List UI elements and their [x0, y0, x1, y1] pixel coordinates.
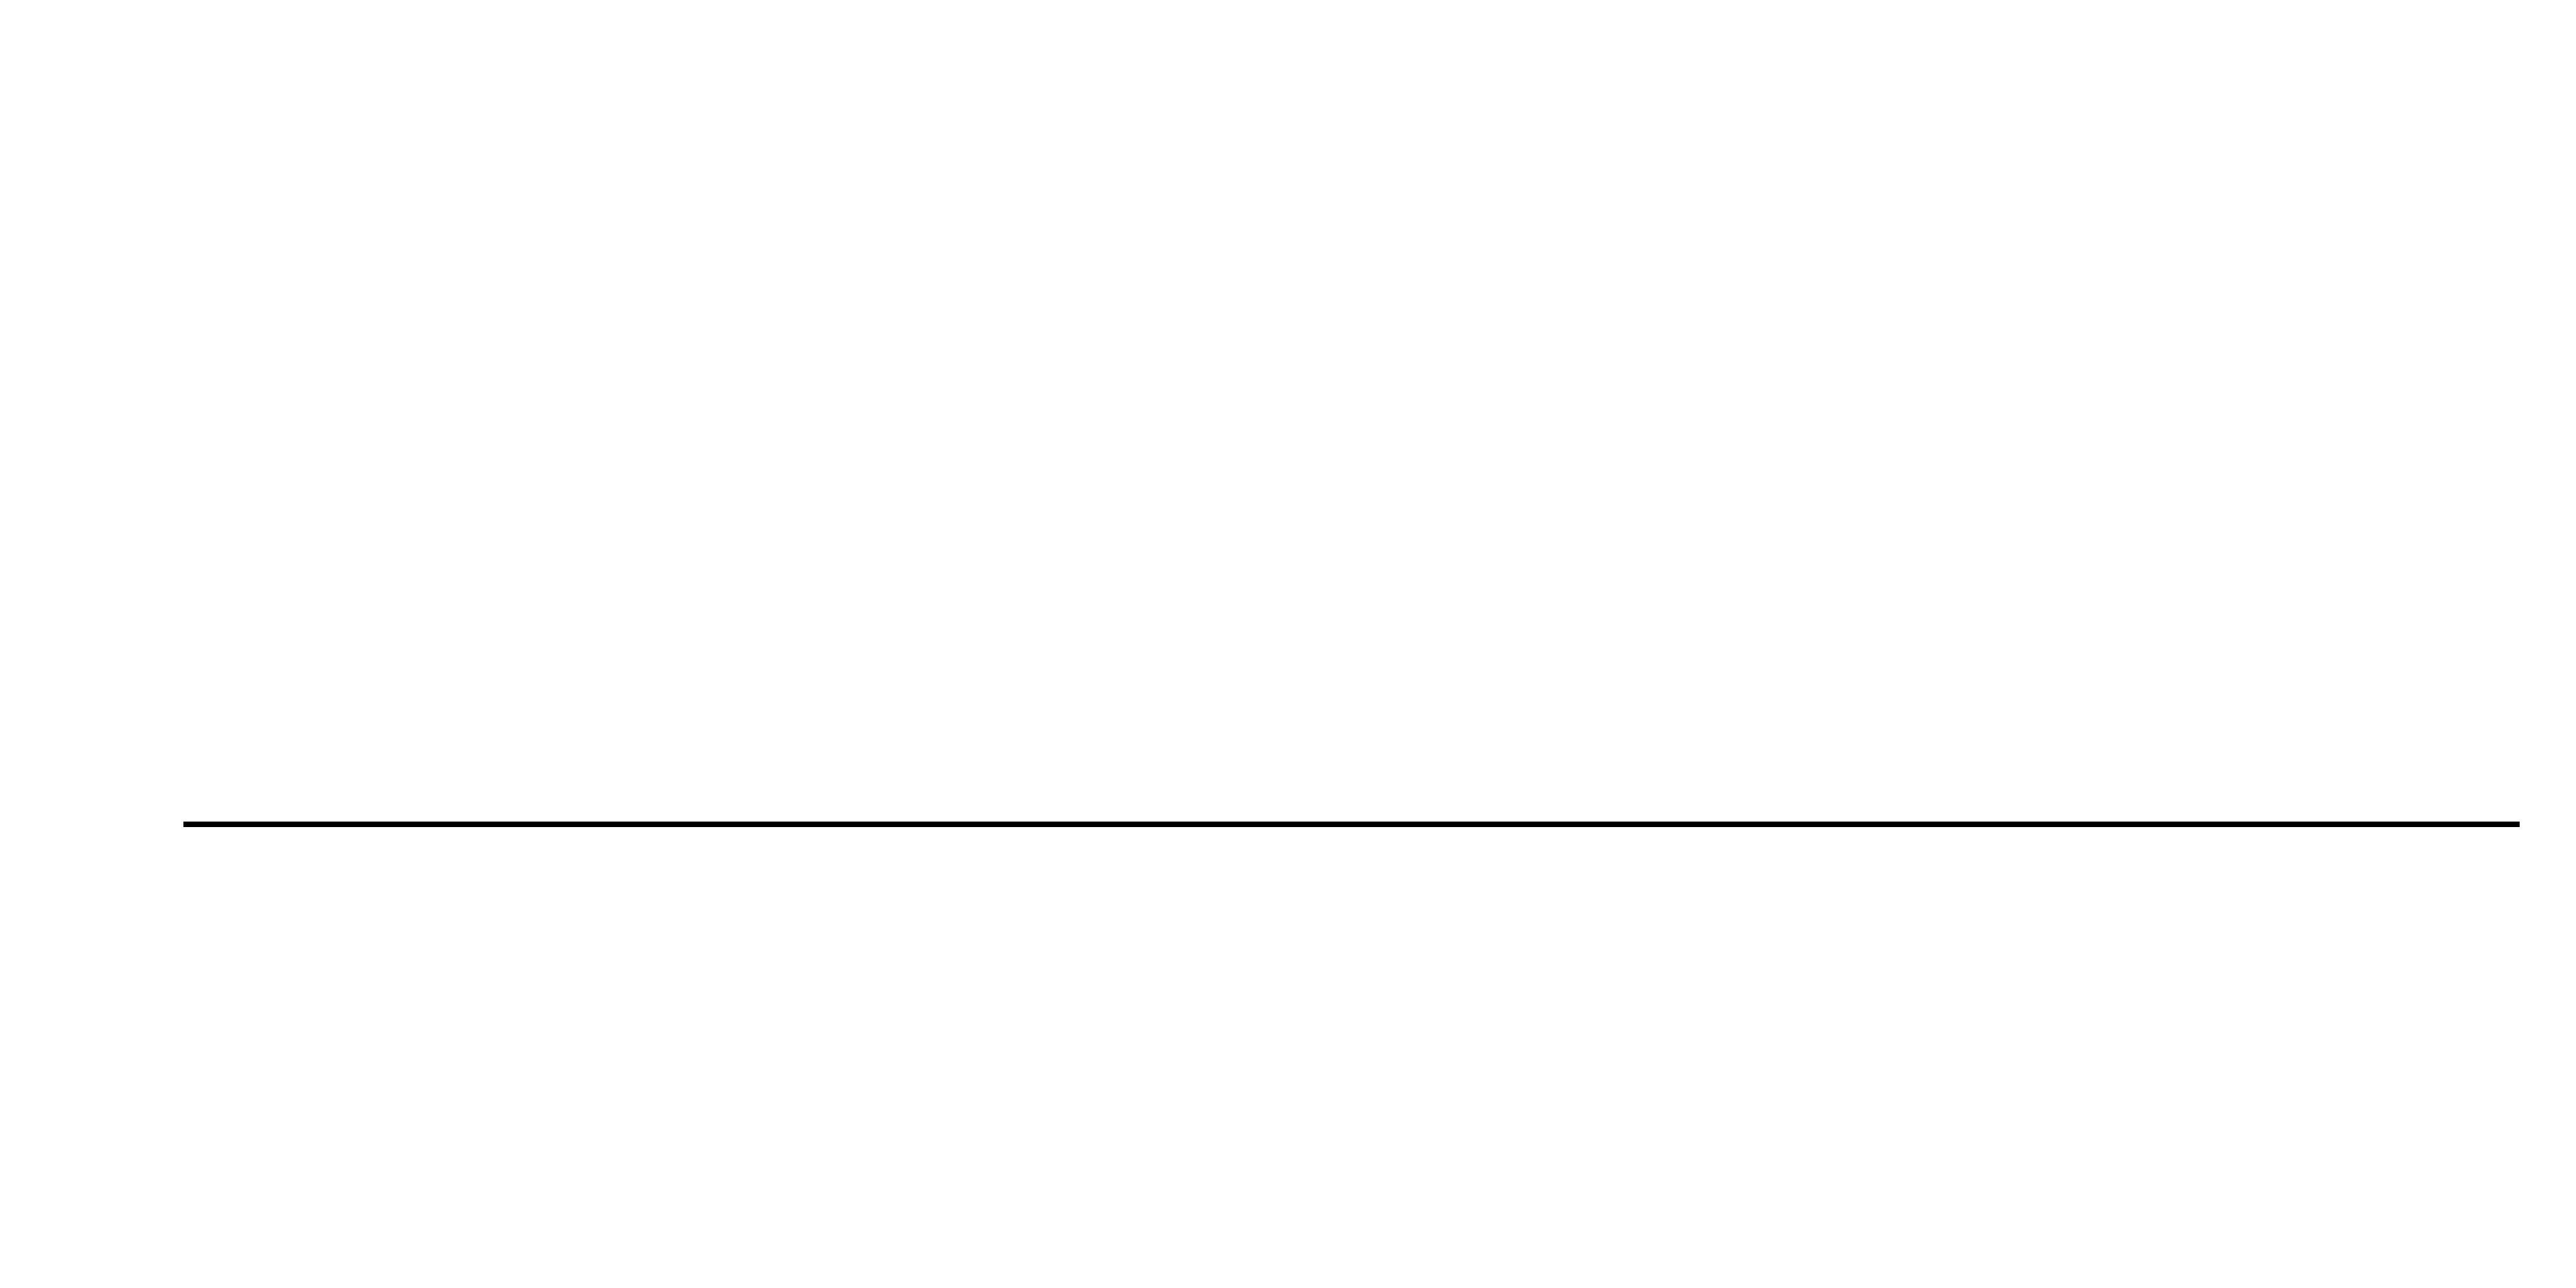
classification-colorbar [183, 791, 2514, 824]
colorbar-axis-line [183, 822, 2520, 827]
plot-area [0, 0, 2576, 790]
